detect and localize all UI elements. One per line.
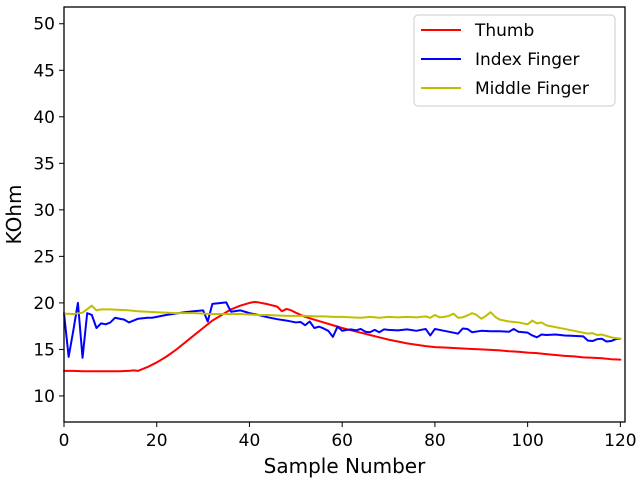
y-tick-label: 10 xyxy=(33,387,55,407)
y-tick-label: 30 xyxy=(33,201,55,221)
x-axis-ticks: 0 20 40 60 80 100 120 xyxy=(59,422,637,451)
x-tick-label: 0 xyxy=(59,431,70,451)
plot-lines xyxy=(63,300,622,373)
y-tick-label: 35 xyxy=(33,154,55,174)
y-tick-label: 25 xyxy=(33,247,55,267)
x-tick-label: 20 xyxy=(146,431,168,451)
plot-frame xyxy=(63,6,626,423)
x-tick-label: 40 xyxy=(239,431,261,451)
x-axis-label: Sample Number xyxy=(264,454,426,478)
series-line-index-finger xyxy=(63,301,622,359)
legend: Thumb Index Finger Middle Finger xyxy=(413,14,616,107)
x-tick-label: 80 xyxy=(424,431,446,451)
legend-label: Thumb xyxy=(474,21,534,41)
y-axis-ticks: 10 15 20 25 30 35 40 45 50 xyxy=(33,15,64,407)
y-tick-label: 50 xyxy=(33,15,55,35)
legend-box xyxy=(413,14,616,107)
series-line-thumb xyxy=(63,300,622,373)
y-axis-label: KOhm xyxy=(2,185,26,245)
y-tick-label: 40 xyxy=(33,108,55,128)
y-tick-label: 45 xyxy=(33,61,55,81)
y-tick-label: 15 xyxy=(33,340,55,360)
x-tick-label: 120 xyxy=(604,431,636,451)
x-tick-label: 100 xyxy=(511,431,543,451)
y-tick-label: 20 xyxy=(33,294,55,314)
legend-label: Index Finger xyxy=(475,50,579,70)
legend-label: Middle Finger xyxy=(475,79,589,99)
x-tick-label: 60 xyxy=(331,431,353,451)
series-line-middle-finger xyxy=(63,304,622,340)
